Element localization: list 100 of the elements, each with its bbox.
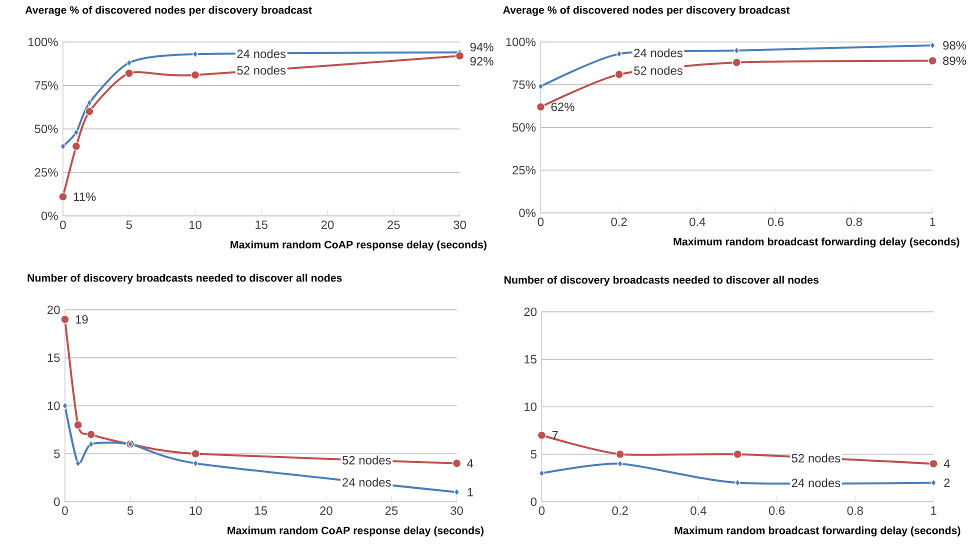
point bbox=[732, 58, 741, 67]
point bbox=[192, 50, 198, 58]
y-tick-label: 5 bbox=[54, 450, 60, 458]
data-label: 7 bbox=[552, 431, 558, 440]
point bbox=[536, 102, 546, 112]
point bbox=[62, 402, 68, 410]
point bbox=[86, 430, 96, 440]
chart-title: Average % of discovered nodes per discovery broadcast bbox=[503, 6, 790, 16]
x-tick-label: 0.8 bbox=[847, 506, 863, 516]
point bbox=[538, 470, 545, 478]
series-label: 52 nodes bbox=[342, 456, 391, 465]
chart-title: Number of discovery broadcasts needed to discover all nodes bbox=[28, 274, 342, 284]
point bbox=[74, 420, 82, 430]
y-tick-label: 75% bbox=[512, 80, 536, 90]
data-label: 4 bbox=[944, 460, 950, 468]
data-label: 11% bbox=[74, 192, 96, 202]
series-label: 52 nodes bbox=[237, 66, 286, 75]
point bbox=[73, 128, 80, 136]
point bbox=[928, 56, 937, 66]
y-tick-label: 25% bbox=[512, 166, 536, 175]
y-tick-label: 15 bbox=[48, 354, 60, 362]
x-tick-label: 0 bbox=[538, 506, 545, 516]
x-tick-label: 15 bbox=[255, 506, 268, 515]
y-tick-label: 0% bbox=[519, 208, 536, 218]
y-tick-label: 75% bbox=[34, 81, 58, 90]
y-tick-label: 10 bbox=[48, 402, 60, 410]
point bbox=[733, 450, 742, 459]
point bbox=[452, 459, 462, 468]
point bbox=[616, 450, 624, 459]
point bbox=[455, 52, 464, 60]
point bbox=[124, 69, 134, 78]
point bbox=[58, 192, 68, 202]
x-tick-label: 0.6 bbox=[768, 218, 784, 226]
y-tick-label: 100% bbox=[28, 38, 58, 46]
y-tick-label: 0 bbox=[54, 498, 60, 506]
x-tick-label: 0 bbox=[538, 218, 544, 226]
x-tick-label: 30 bbox=[454, 220, 466, 230]
y-tick-label: 20 bbox=[524, 308, 537, 316]
point bbox=[454, 488, 460, 496]
series-label: 24 nodes bbox=[634, 48, 682, 58]
point bbox=[616, 50, 622, 58]
y-tick-label: 20 bbox=[48, 306, 60, 314]
point bbox=[538, 82, 544, 90]
x-tick-label: 25 bbox=[385, 506, 398, 516]
y-tick-label: 0% bbox=[41, 212, 58, 220]
x-tick-label: 0.4 bbox=[690, 218, 706, 226]
point bbox=[734, 46, 740, 54]
x-tick-label: 1 bbox=[931, 506, 936, 515]
point bbox=[72, 142, 81, 151]
x-axis-title: Maximum random CoAP response delay (seconds) bbox=[230, 240, 486, 251]
point bbox=[537, 431, 546, 440]
x-tick-label: 0 bbox=[60, 220, 66, 230]
x-tick-label: 0.6 bbox=[768, 506, 785, 516]
x-tick-label: 20 bbox=[321, 220, 334, 230]
y-tick-label: 15 bbox=[524, 355, 537, 364]
data-label: 62% bbox=[551, 102, 574, 112]
y-tick-label: 5 bbox=[530, 450, 537, 459]
x-tick-label: 15 bbox=[256, 220, 268, 230]
x-tick-label: 30 bbox=[450, 506, 463, 516]
x-tick-label: 5 bbox=[126, 220, 132, 230]
data-label: 98% bbox=[943, 41, 966, 50]
point bbox=[60, 315, 70, 324]
x-tick-label: 0.2 bbox=[612, 506, 628, 516]
x-axis-title: Maximum random broadcast forwarding delay (seconds) bbox=[674, 238, 960, 248]
point bbox=[190, 70, 200, 80]
x-tick-label: 0 bbox=[62, 506, 68, 516]
data-label: 89% bbox=[943, 56, 966, 66]
series-label: 24 nodes bbox=[792, 478, 840, 488]
point bbox=[191, 450, 200, 458]
x-axis-title: Maximum random CoAP response delay (seconds) bbox=[228, 526, 484, 537]
y-tick-label: 0 bbox=[530, 498, 537, 506]
data-label: 4 bbox=[467, 459, 474, 468]
data-label: 94% bbox=[470, 42, 494, 52]
x-tick-label: 20 bbox=[320, 506, 332, 516]
x-tick-label: 0.4 bbox=[690, 506, 706, 516]
x-axis-title: Maximum random broadcast forwarding delay (seconds) bbox=[674, 526, 960, 537]
series-label: 24 nodes bbox=[237, 49, 286, 58]
point bbox=[929, 460, 938, 468]
point bbox=[86, 99, 92, 107]
x-tick-label: 10 bbox=[190, 506, 202, 516]
y-tick-label: 10 bbox=[524, 402, 537, 412]
point bbox=[60, 142, 66, 150]
series-label: 52 nodes bbox=[634, 66, 682, 76]
x-tick-label: 10 bbox=[189, 220, 202, 230]
data-label: 2 bbox=[944, 478, 950, 488]
data-label: 1 bbox=[468, 488, 473, 496]
y-tick-label: 25% bbox=[34, 168, 58, 177]
y-tick-label: 50% bbox=[34, 124, 58, 134]
x-tick-label: 1 bbox=[930, 218, 936, 226]
x-tick-label: 0.8 bbox=[846, 218, 862, 226]
series-label: 24 nodes bbox=[342, 478, 391, 487]
data-label: 19 bbox=[76, 315, 88, 324]
y-tick-label: 50% bbox=[512, 123, 536, 132]
point bbox=[85, 107, 94, 116]
x-tick-label: 5 bbox=[127, 506, 134, 515]
point bbox=[88, 440, 94, 448]
x-tick-label: 25 bbox=[388, 220, 400, 230]
series-label: 52 nodes bbox=[792, 454, 840, 463]
y-tick-label: 100% bbox=[506, 38, 536, 46]
data-label: 92% bbox=[470, 57, 494, 66]
